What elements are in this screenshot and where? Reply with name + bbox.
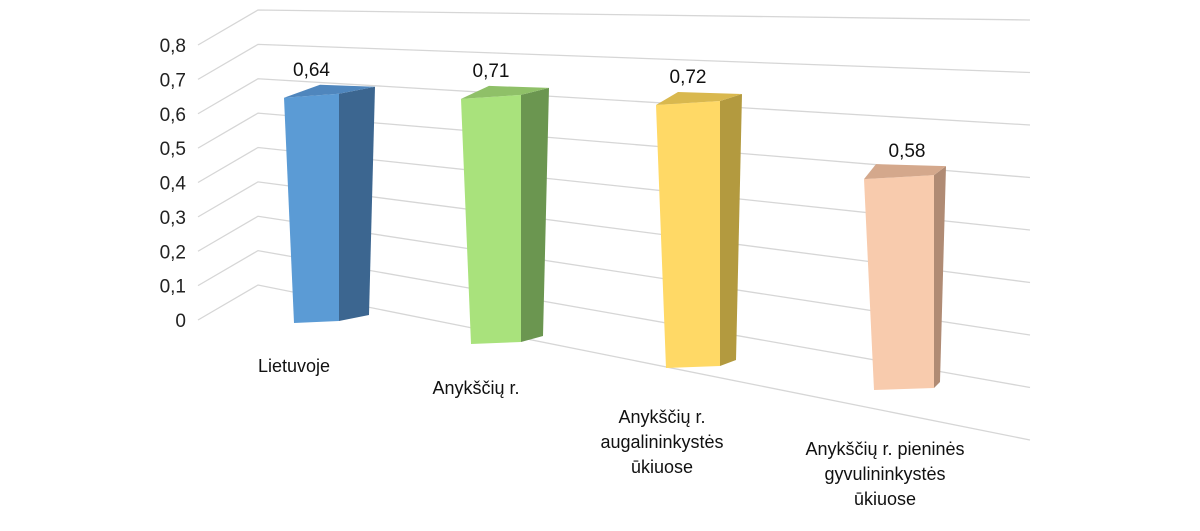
category-label: Anykščių r. pieninės gyvulininkystės ūkiuo… — [805, 439, 964, 509]
data-labels: 0,64 0,71 0,72 0,58 — [293, 60, 925, 162]
data-label: 0,64 — [293, 60, 330, 81]
y-tick-label: 0,7 — [160, 70, 186, 91]
bar — [461, 85, 549, 344]
category-labels: Lietuvoje Anykščių r. Anykščių r. augalinin… — [258, 356, 965, 509]
bar-front — [284, 93, 339, 323]
bar-side — [521, 87, 549, 342]
y-tick-label: 0,4 — [160, 174, 187, 195]
bar — [284, 84, 375, 323]
bar — [656, 92, 742, 368]
bar-top — [864, 164, 946, 180]
bar-top — [656, 92, 742, 106]
data-label: 0,72 — [670, 67, 707, 88]
bar — [864, 164, 946, 390]
gridline — [197, 181, 1031, 284]
bar-side — [934, 166, 946, 388]
y-tick-label: 0,3 — [160, 208, 186, 229]
bar-front — [656, 101, 720, 368]
y-tick-label: 0,5 — [160, 139, 186, 160]
bar-front — [461, 94, 521, 344]
y-tick-label: 0,2 — [160, 242, 186, 263]
bar-side — [720, 94, 742, 366]
data-label: 0,58 — [889, 141, 926, 162]
bar-side — [339, 86, 375, 321]
gridline — [197, 43, 1031, 80]
y-axis-ticks: 0 0,1 0,2 0,3 0,4 0,5 0,6 0,7 0,8 — [160, 36, 187, 332]
y-tick-label: 0,1 — [160, 277, 186, 298]
gridline — [197, 284, 1031, 441]
category-label: Anykščių r. augalininkystės ūkiuose — [600, 407, 723, 477]
gridline — [197, 78, 1031, 126]
gridlines — [197, 9, 1031, 441]
gridline — [197, 112, 1031, 179]
bars — [284, 84, 946, 390]
y-tick-label: 0,8 — [160, 36, 186, 57]
data-label: 0,71 — [473, 61, 510, 82]
category-label: Lietuvoje — [258, 356, 330, 376]
gridline — [197, 9, 1031, 46]
y-tick-label: 0 — [175, 311, 186, 332]
y-tick-label: 0,6 — [160, 105, 186, 126]
gridline — [197, 215, 1031, 336]
bar-front — [864, 175, 934, 390]
bar-top — [284, 84, 375, 98]
gridline — [197, 249, 1031, 389]
bar-top — [461, 85, 549, 99]
category-label: Anykščių r. — [432, 378, 519, 398]
gridline — [197, 146, 1031, 231]
